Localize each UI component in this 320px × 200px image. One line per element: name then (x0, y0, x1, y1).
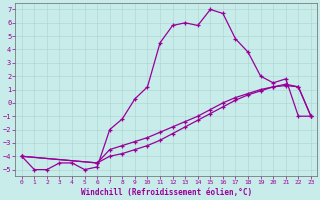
X-axis label: Windchill (Refroidissement éolien,°C): Windchill (Refroidissement éolien,°C) (81, 188, 252, 197)
